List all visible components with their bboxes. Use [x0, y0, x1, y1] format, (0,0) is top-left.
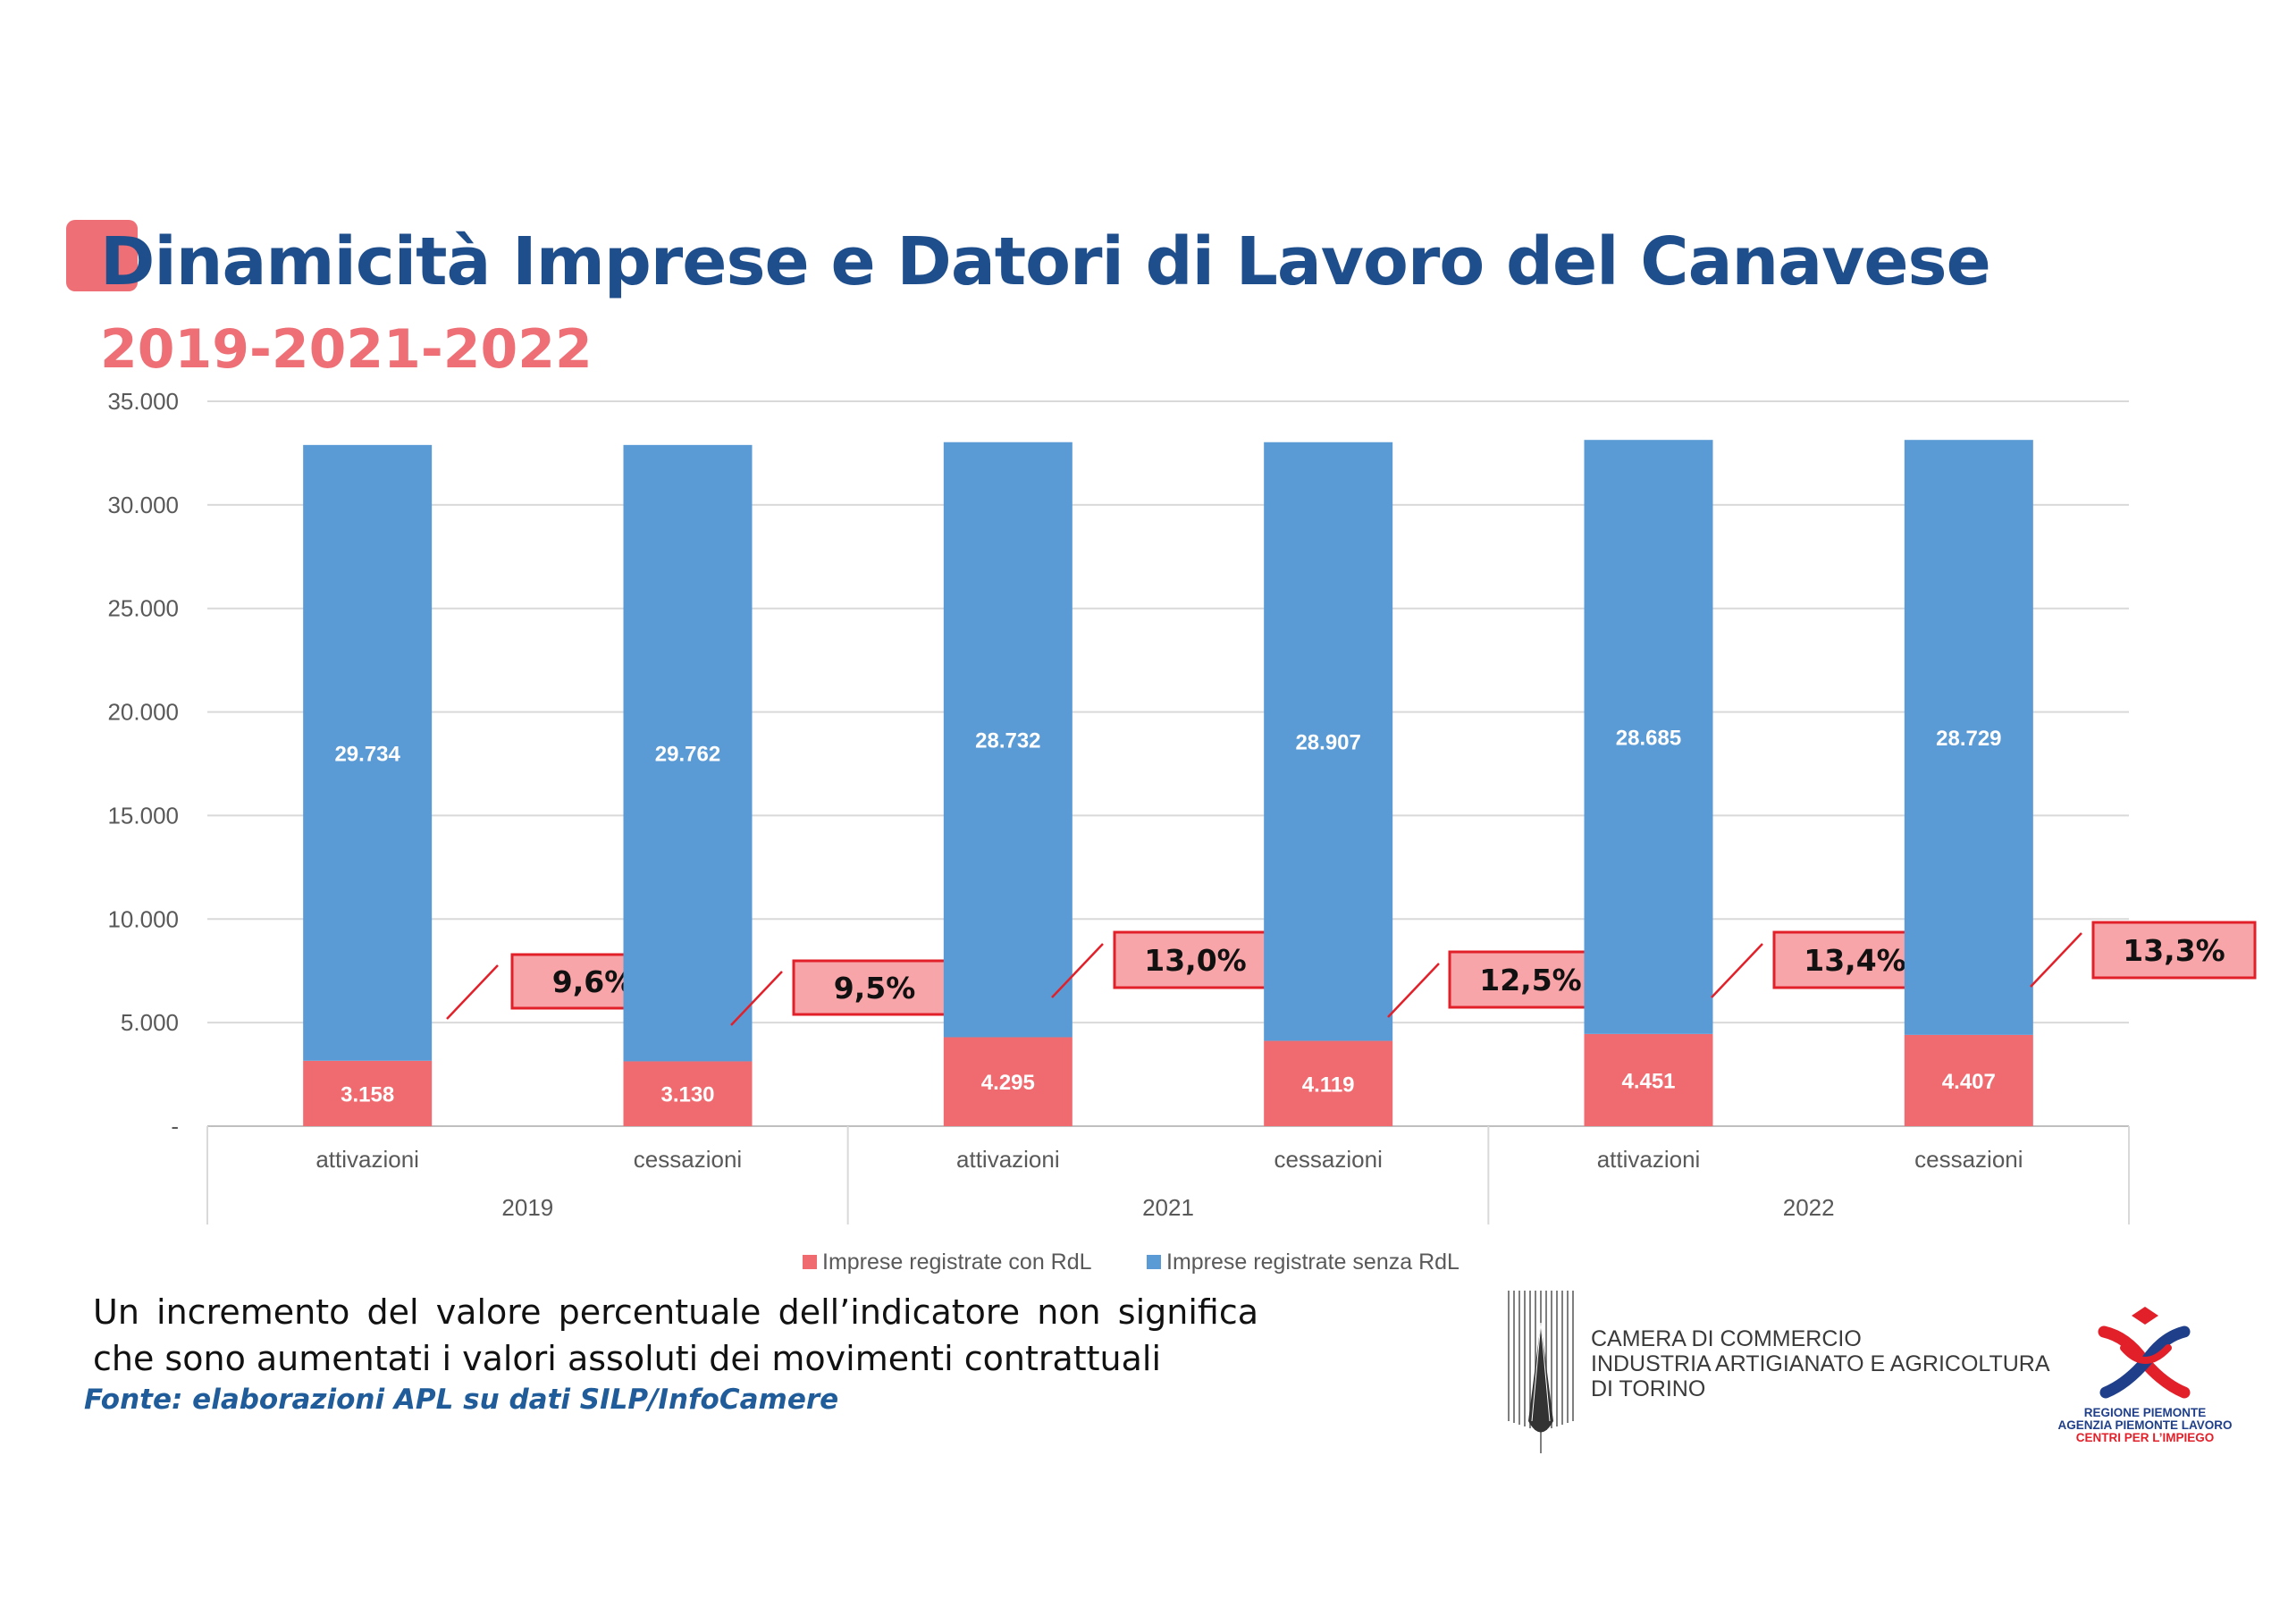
- x-category-label: attivazioni: [315, 1146, 419, 1173]
- callout-leader-line: [730, 971, 783, 1026]
- percent-callout-label: 9,6%: [552, 964, 635, 999]
- data-label-con-rdl: 4.407: [1942, 1070, 1996, 1094]
- legend-label-senza-rdl: Imprese registrate senza RdL: [1166, 1250, 1459, 1275]
- y-tick-label: -: [171, 1113, 179, 1140]
- x-group-label: 2021: [1142, 1194, 1194, 1221]
- percent-callout-box: [792, 959, 957, 1016]
- data-label-con-rdl: 4.295: [981, 1071, 1035, 1095]
- bar-senza-rdl: [1264, 442, 1393, 1041]
- data-label-senza-rdl: 28.732: [975, 729, 1040, 753]
- y-tick-label: 35.000: [107, 388, 179, 415]
- legend-label-con-rdl: Imprese registrate con RdL: [822, 1250, 1092, 1275]
- data-label-con-rdl: 3.130: [660, 1083, 714, 1107]
- x-category-label: cessazioni: [634, 1146, 742, 1173]
- percent-callout-label: 13,3%: [2123, 933, 2225, 968]
- callout-leader-line: [1051, 943, 1104, 998]
- percent-callout-label: 12,5%: [1479, 963, 1582, 997]
- bar-senza-rdl: [943, 442, 1072, 1038]
- bar-con-rdl: [623, 1061, 753, 1126]
- y-tick-label: 15.000: [107, 802, 179, 829]
- y-tick-label: 5.000: [121, 1009, 179, 1036]
- y-tick-label: 25.000: [107, 595, 179, 622]
- x-category-label: attivazioni: [956, 1146, 1060, 1173]
- data-label-senza-rdl: 28.685: [1616, 727, 1681, 751]
- bar-con-rdl: [1584, 1033, 1713, 1126]
- x-category-label: cessazioni: [1914, 1146, 2023, 1173]
- data-label-senza-rdl: 28.907: [1295, 731, 1360, 755]
- x-group-label: 2022: [1783, 1194, 1835, 1221]
- x-category-label: cessazioni: [1274, 1146, 1382, 1173]
- y-tick-label: 30.000: [107, 492, 179, 518]
- x-group-label: 2019: [501, 1194, 553, 1221]
- camera-commercio-emblem-icon: [1508, 1291, 1574, 1453]
- page-subtitle: 2019-2021-2022: [100, 318, 593, 381]
- callout-leader-line: [1387, 963, 1440, 1018]
- percent-callout-label: 9,5%: [834, 971, 916, 1006]
- legend-swatch-senza-rdl: [1147, 1255, 1161, 1269]
- percent-callout-label: 13,0%: [1144, 943, 1247, 978]
- title-accent-square: [66, 220, 138, 291]
- percent-callout-box: [2091, 921, 2257, 980]
- percent-callout-label: 13,4%: [1804, 943, 1906, 978]
- callout-leader-line: [2030, 932, 2082, 988]
- data-label-senza-rdl: 29.734: [334, 742, 400, 766]
- camera-commercio-logo: CAMERA DI COMMERCIO INDUSTRIA ARTIGIANAT…: [1502, 1287, 2050, 1457]
- bar-senza-rdl: [623, 444, 753, 1062]
- regione-piemonte-emblem-icon: [2098, 1307, 2191, 1399]
- regione-piemonte-logo: REGIONE PIEMONTE AGENZIA PIEMONTE LAVORO…: [2047, 1301, 2243, 1453]
- footnote: Un incremento del valore percentuale del…: [93, 1292, 1258, 1378]
- page-title: Dinamicità Imprese e Datori di Lavoro de…: [100, 223, 1991, 300]
- bar-con-rdl: [1904, 1034, 2033, 1126]
- callout-leader-line: [1711, 943, 1763, 998]
- data-label-con-rdl: 4.451: [1621, 1069, 1675, 1093]
- bar-con-rdl: [1264, 1040, 1393, 1126]
- callout-leader-line: [446, 964, 499, 1020]
- data-label-senza-rdl: 29.762: [655, 743, 720, 767]
- source-note: Fonte: elaborazioni APL su dati SILP/Inf…: [84, 1384, 839, 1416]
- data-label-senza-rdl: 28.729: [1936, 727, 2001, 751]
- bar-senza-rdl: [1584, 440, 1713, 1034]
- data-label-con-rdl: 4.119: [1302, 1073, 1355, 1097]
- percent-callout-box: [1113, 930, 1278, 989]
- legend-swatch-con-rdl: [803, 1255, 817, 1269]
- camera-commercio-name: CAMERA DI COMMERCIO INDUSTRIA ARTIGIANAT…: [1591, 1326, 2050, 1401]
- bar-senza-rdl: [1904, 440, 2033, 1035]
- bar-con-rdl: [303, 1060, 433, 1126]
- bar-con-rdl: [943, 1037, 1072, 1126]
- data-label-con-rdl: 3.158: [341, 1082, 394, 1107]
- y-tick-label: 20.000: [107, 699, 179, 726]
- bar-senza-rdl: [303, 444, 433, 1061]
- y-tick-label: 10.000: [107, 905, 179, 932]
- x-category-label: attivazioni: [1597, 1146, 1701, 1173]
- stacked-bar-chart: - 5.000 10.000 15.000 20.000 25.000 30.000 35.0…: [107, 388, 2257, 1275]
